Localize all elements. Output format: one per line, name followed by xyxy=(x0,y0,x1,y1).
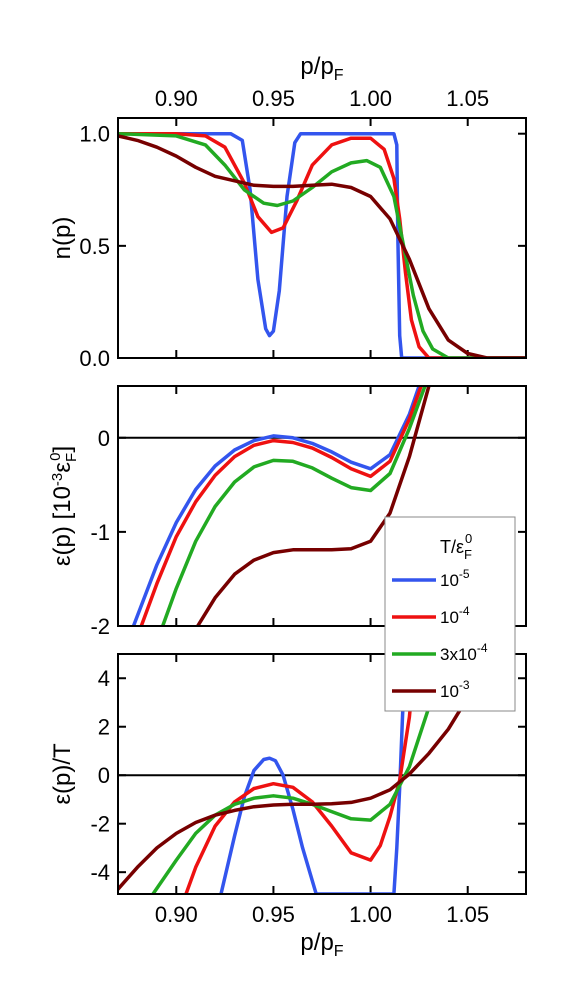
x-tick-label: 0.95 xyxy=(252,902,295,927)
legend-entry-label: 10-3 xyxy=(440,678,470,701)
x-tick-label: 0.90 xyxy=(155,86,198,111)
panel-n-of-p: 0.90 0.95 1.00 1.05 0.0 0.5 1.0 n(p) xyxy=(49,86,527,371)
x-tick-label: 0.90 xyxy=(155,902,198,927)
series-line-3x10-4 xyxy=(118,131,526,358)
series-line-10-5 xyxy=(131,386,421,626)
series-line-10-5 xyxy=(118,131,526,358)
series-line-10-4 xyxy=(139,386,423,626)
panel-mid-curves xyxy=(131,386,431,626)
y-tick-label: 2 xyxy=(98,715,110,740)
panel-epsilon: 0 -1 -2 ε(p) [10-3εF0] xyxy=(47,385,527,639)
y-tick-label: 0 xyxy=(98,763,110,788)
series-line-3x10-4 xyxy=(151,654,443,894)
legend-entries: 10-5 10-4 3x10-4 10-3 xyxy=(392,567,488,701)
x-tick-label: 1.05 xyxy=(446,902,489,927)
bottom-x-axis-title: p/pF xyxy=(300,929,343,960)
panel-epsilon-over-t: 0.90 0.95 1.00 1.05 4 2 0 -2 -4 ε(p)/T xyxy=(49,653,527,927)
series-line-3x10-4 xyxy=(160,386,427,626)
x-tick-label: 1.00 xyxy=(349,902,392,927)
y-tick-label: -4 xyxy=(90,860,110,885)
legend-box xyxy=(384,516,516,712)
series-line-10-3 xyxy=(118,134,526,358)
legend: T/εF0 10-5 10-4 3x10-4 10-3 xyxy=(384,516,516,712)
legend-entry-label: 10-5 xyxy=(440,567,470,590)
y-tick-label: 0.5 xyxy=(79,234,110,259)
panel-top-frame xyxy=(117,117,527,359)
panel-bot-curves xyxy=(118,654,480,894)
x-tick-label: 0.95 xyxy=(252,86,295,111)
panel-top-curves xyxy=(118,131,526,358)
y-tick-label: 0.0 xyxy=(79,346,110,371)
mid-y-axis-title: ε(p) [10-3εF0] xyxy=(47,446,80,566)
series-line-10-4 xyxy=(184,654,418,894)
top-x-axis-title: p/pF xyxy=(300,53,343,84)
y-tick-label: 0 xyxy=(98,426,110,451)
y-tick-label: 4 xyxy=(98,666,110,691)
legend-entry-label: 10-4 xyxy=(440,604,470,627)
y-tick-label: -2 xyxy=(90,812,110,837)
panel-bot-frame xyxy=(117,653,527,895)
series-line-10-4 xyxy=(118,131,526,358)
y-tick-label: -2 xyxy=(90,614,110,639)
panel-top-ticks: 0.90 0.95 1.00 1.05 0.0 0.5 1.0 xyxy=(79,86,526,371)
series-line-10-3 xyxy=(195,386,431,626)
top-y-axis-title: n(p) xyxy=(49,217,76,260)
x-tick-label: 1.05 xyxy=(446,86,489,111)
panel-mid-frame xyxy=(117,385,527,627)
series-line-10-3 xyxy=(118,676,480,891)
legend-entry-label: 3x10-4 xyxy=(440,641,488,664)
legend-title: T/εF0 xyxy=(440,531,472,562)
y-tick-label: -1 xyxy=(90,520,110,545)
x-tick-label: 1.00 xyxy=(349,86,392,111)
y-tick-label: 1.0 xyxy=(79,122,110,147)
bottom-y-axis-title: ε(p)/T xyxy=(49,743,76,805)
series-line-10-5 xyxy=(219,654,408,894)
